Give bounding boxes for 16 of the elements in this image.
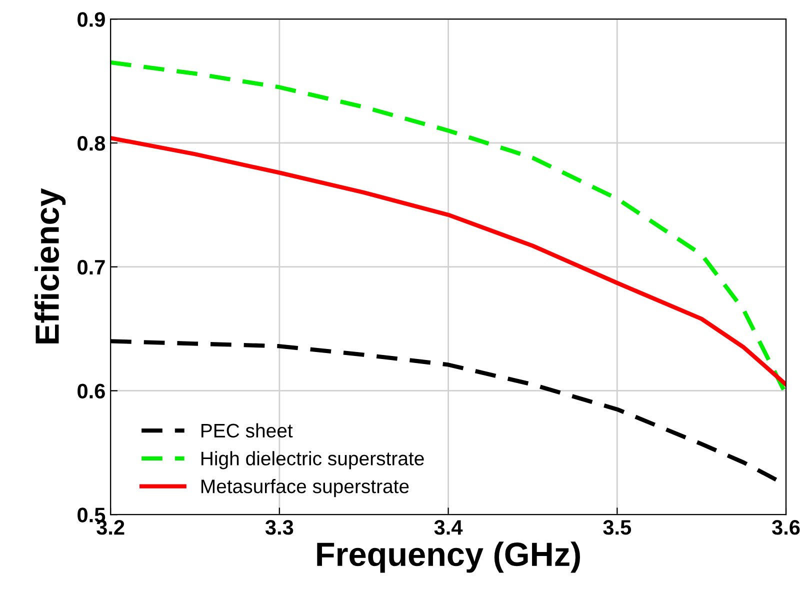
x-tick-label: 3.5 [603, 520, 632, 535]
x-tick-label: 3.3 [265, 520, 294, 535]
y-tick-label: 0.6 [78, 384, 105, 398]
y-tick-label: 0.5 [78, 508, 106, 522]
line-series [110, 136, 786, 387]
legend-label: Metasurface superstrate [201, 479, 409, 498]
x-tick-label: 3.6 [772, 520, 800, 535]
x-tick-label: 3.4 [434, 520, 463, 535]
x-axis-title: Frequency (GHz) [317, 542, 580, 573]
legend-label: High dielectric superstrate [201, 451, 424, 470]
y-axis-title: Efficiency [34, 188, 66, 344]
y-tick-label: 0.8 [78, 136, 106, 151]
x-tick-label: 3.2 [96, 520, 124, 535]
legend-label: PEC sheet [201, 423, 293, 438]
y-tick-label: 0.7 [78, 260, 105, 275]
y-tick-label: 0.9 [78, 12, 105, 27]
